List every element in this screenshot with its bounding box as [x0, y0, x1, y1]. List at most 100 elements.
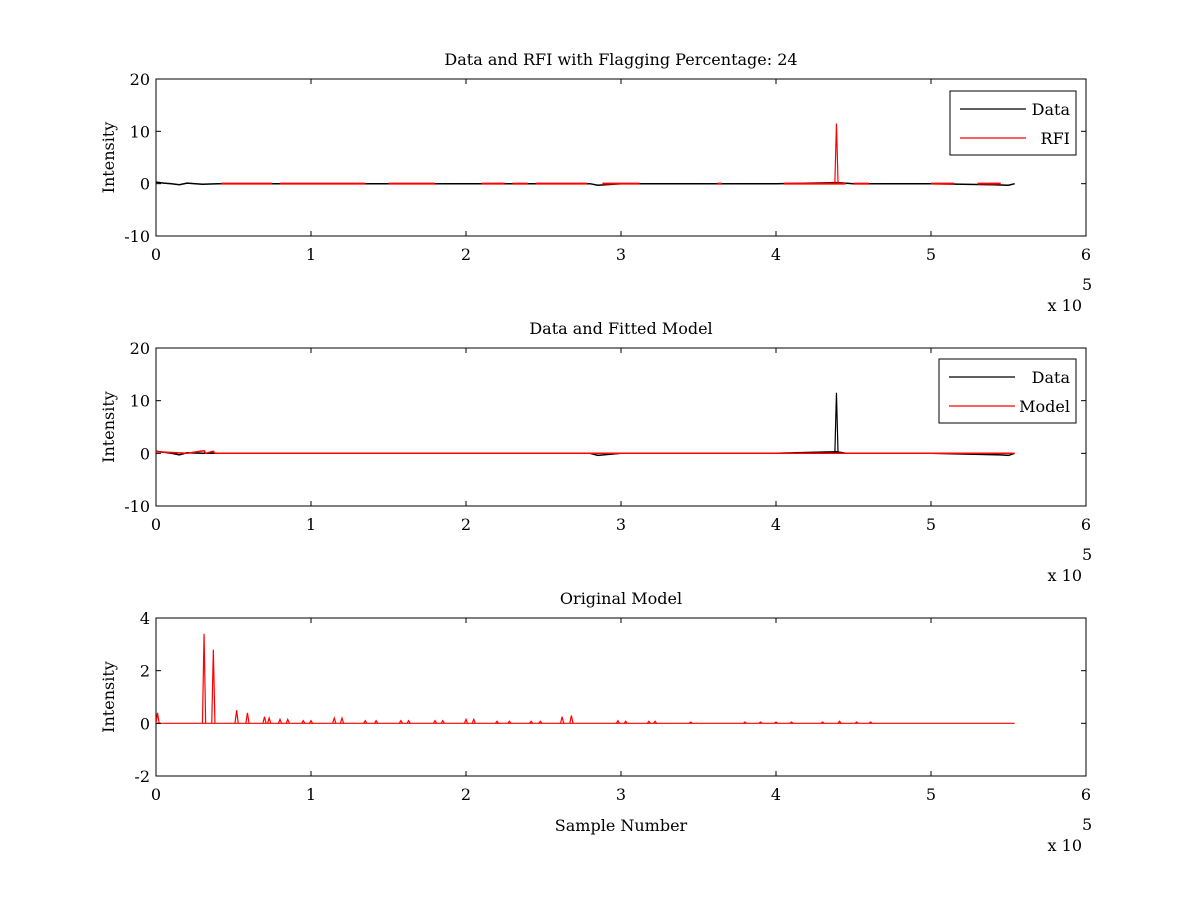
x-tick-label: 1	[306, 785, 316, 804]
y-axis-label: Intensity	[99, 391, 118, 463]
legend-box	[949, 90, 1077, 156]
series-original-model-spike	[559, 716, 565, 724]
series-rfi-spike	[834, 123, 839, 184]
series-original-model-spike	[494, 720, 500, 724]
chart-title: Data and Fitted Model	[529, 319, 712, 338]
series-original-model-spike	[406, 719, 411, 724]
y-tick-label: -2	[134, 767, 150, 786]
series-original-model-spike	[854, 721, 859, 724]
series-original-model-spike	[646, 720, 651, 724]
x-tick-label: 4	[771, 245, 781, 264]
y-tick-label: 0	[140, 444, 150, 463]
x-multiplier-exponent: 5	[1082, 815, 1092, 834]
series-original-model-spike	[507, 720, 512, 724]
series-original-model-spike	[820, 721, 825, 724]
x-tick-label: 3	[616, 245, 626, 264]
series-original-model-spike	[529, 720, 534, 724]
x-tick-label: 1	[306, 245, 316, 264]
plot-area	[156, 392, 1015, 457]
series-original-model-spike	[262, 716, 267, 724]
legend-label: Model	[1019, 397, 1070, 416]
legend-label: RFI	[1041, 129, 1070, 148]
series-model-line	[156, 449, 1015, 455]
chart-title: Original Model	[560, 589, 682, 608]
series-original-model-spike	[156, 712, 160, 724]
x-tick-label: 5	[926, 515, 936, 534]
y-tick-label: 4	[140, 609, 150, 628]
series-original-model-spike	[774, 721, 778, 724]
x-tick-label: 4	[771, 515, 781, 534]
x-multiplier-base: x 10	[1048, 836, 1082, 855]
x-tick-label: 2	[461, 245, 471, 264]
series-original-model-spike	[285, 717, 290, 724]
x-tick-label: 3	[616, 785, 626, 804]
series-original-model-spike	[538, 720, 543, 724]
series-original-model-spike	[301, 719, 306, 724]
x-axis-label: Sample Number	[555, 816, 688, 835]
x-tick-label: 4	[771, 785, 781, 804]
series-original-model-spike	[308, 719, 314, 724]
series-original-model-spike	[245, 712, 250, 724]
y-tick-label: 0	[140, 175, 150, 194]
series-original-model-spike	[432, 719, 438, 724]
series-original-model-spike	[398, 719, 404, 724]
series-original-model-spike	[615, 719, 621, 724]
series-original-model-spike	[363, 719, 368, 724]
x-tick-label: 6	[1081, 515, 1091, 534]
y-tick-label: 10	[130, 392, 150, 411]
x-tick-label: 0	[151, 515, 161, 534]
legend-box	[938, 358, 1077, 424]
y-tick-label: 10	[130, 122, 150, 141]
series-original-model-spike	[743, 721, 747, 724]
y-tick-label: 20	[130, 339, 150, 358]
series-original-model-spike	[758, 721, 763, 724]
x-tick-label: 6	[1081, 785, 1091, 804]
legend: Data Model	[938, 358, 1077, 424]
axes-frame	[155, 78, 1087, 237]
plot-area	[156, 123, 1015, 186]
series-original-model-spike	[339, 716, 345, 724]
axes-frame	[155, 347, 1087, 507]
series-original-model-spike	[789, 721, 794, 724]
series-original-model-spike	[569, 715, 574, 724]
y-tick-label: 2	[140, 662, 150, 681]
series-original-model-spike	[463, 717, 469, 724]
plot-area	[156, 633, 1015, 724]
series-original-model-spike	[623, 720, 628, 724]
x-tick-label: 0	[151, 245, 161, 264]
series-original-model-spike	[653, 720, 658, 724]
series-original-model-spike	[332, 716, 337, 724]
y-axis-label: Intensity	[99, 661, 118, 733]
x-tick-label: 5	[926, 785, 936, 804]
axes-frame	[155, 617, 1087, 777]
x-multiplier-base: x 10	[1048, 566, 1082, 585]
legend-label: Data	[1032, 368, 1071, 387]
series-original-model-spike	[868, 721, 873, 724]
x-tick-label: 6	[1081, 245, 1091, 264]
series-original-model-spike	[266, 716, 272, 724]
series-original-model-spike	[471, 717, 476, 724]
x-tick-label: 2	[461, 515, 471, 534]
legend: Data RFI	[949, 90, 1077, 156]
x-multiplier-exponent: 5	[1082, 545, 1092, 564]
y-tick-label: 20	[130, 70, 150, 89]
series-original-model-spike	[373, 719, 379, 724]
x-tick-label: 2	[461, 785, 471, 804]
x-tick-label: 3	[616, 515, 626, 534]
legend-label: Data	[1032, 100, 1071, 119]
x-tick-label: 1	[306, 515, 316, 534]
series-original-model-spike	[440, 719, 445, 724]
y-tick-label: 0	[140, 714, 150, 733]
y-axis-label: Intensity	[99, 122, 118, 194]
series-original-model-spike	[837, 720, 842, 724]
chart-title: Data and RFI with Flagging Percentage: 2…	[444, 50, 797, 69]
series-original-model-spike	[201, 633, 207, 724]
series-original-model-spike	[211, 649, 216, 724]
x-tick-label: 0	[151, 785, 161, 804]
series-original-model-spike	[234, 710, 239, 724]
y-tick-label: -10	[124, 497, 150, 516]
